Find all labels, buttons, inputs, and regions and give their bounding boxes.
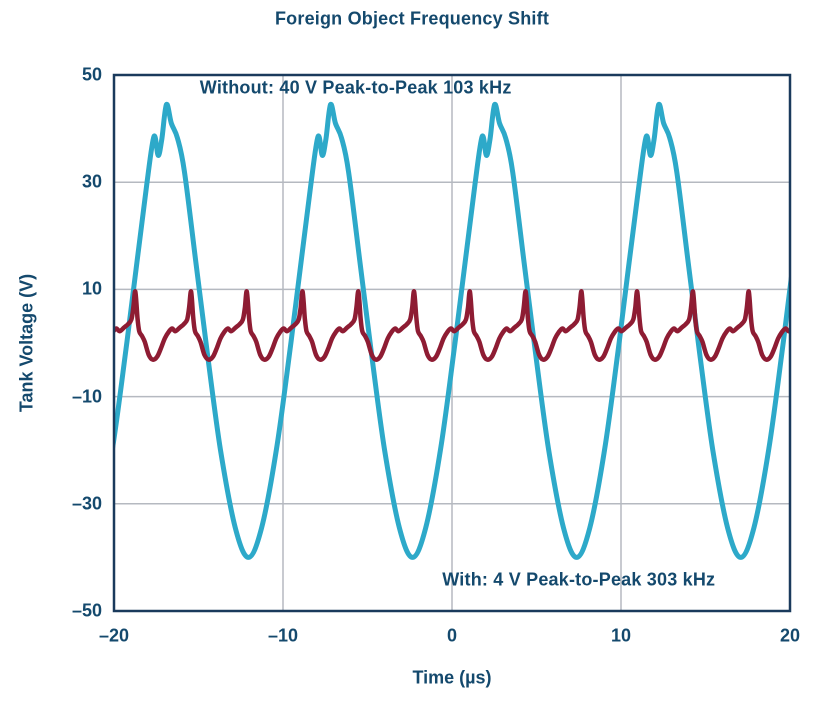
x-tick-label: –20 xyxy=(98,625,130,646)
annotation-with-foreign-object: With: 4 V Peak-to-Peak 303 kHz xyxy=(442,569,716,590)
chart-title: Foreign Object Frequency Shift xyxy=(274,8,550,29)
y-axis-title: Tank Voltage (V) xyxy=(16,273,37,413)
plot-border xyxy=(112,73,792,613)
waveform-with-foreign-object xyxy=(115,289,789,362)
x-tick-label: –10 xyxy=(267,625,299,646)
annotation-without-foreign-object: Without: 40 V Peak-to-Peak 103 kHz xyxy=(199,77,512,98)
y-tick-label: 10 xyxy=(81,278,102,299)
y-tick-label: –30 xyxy=(71,493,102,514)
y-tick-label: –10 xyxy=(71,386,102,407)
x-tick-label: 10 xyxy=(610,625,632,646)
waveform-without-foreign-object xyxy=(115,101,789,560)
y-tick-label: –50 xyxy=(71,600,102,621)
y-tick-label: 50 xyxy=(81,64,102,85)
y-tick-label: 30 xyxy=(81,171,102,192)
x-tick-label: 0 xyxy=(446,625,458,646)
x-tick-label: 20 xyxy=(779,625,801,646)
x-axis-title: Time (µs) xyxy=(412,667,492,688)
